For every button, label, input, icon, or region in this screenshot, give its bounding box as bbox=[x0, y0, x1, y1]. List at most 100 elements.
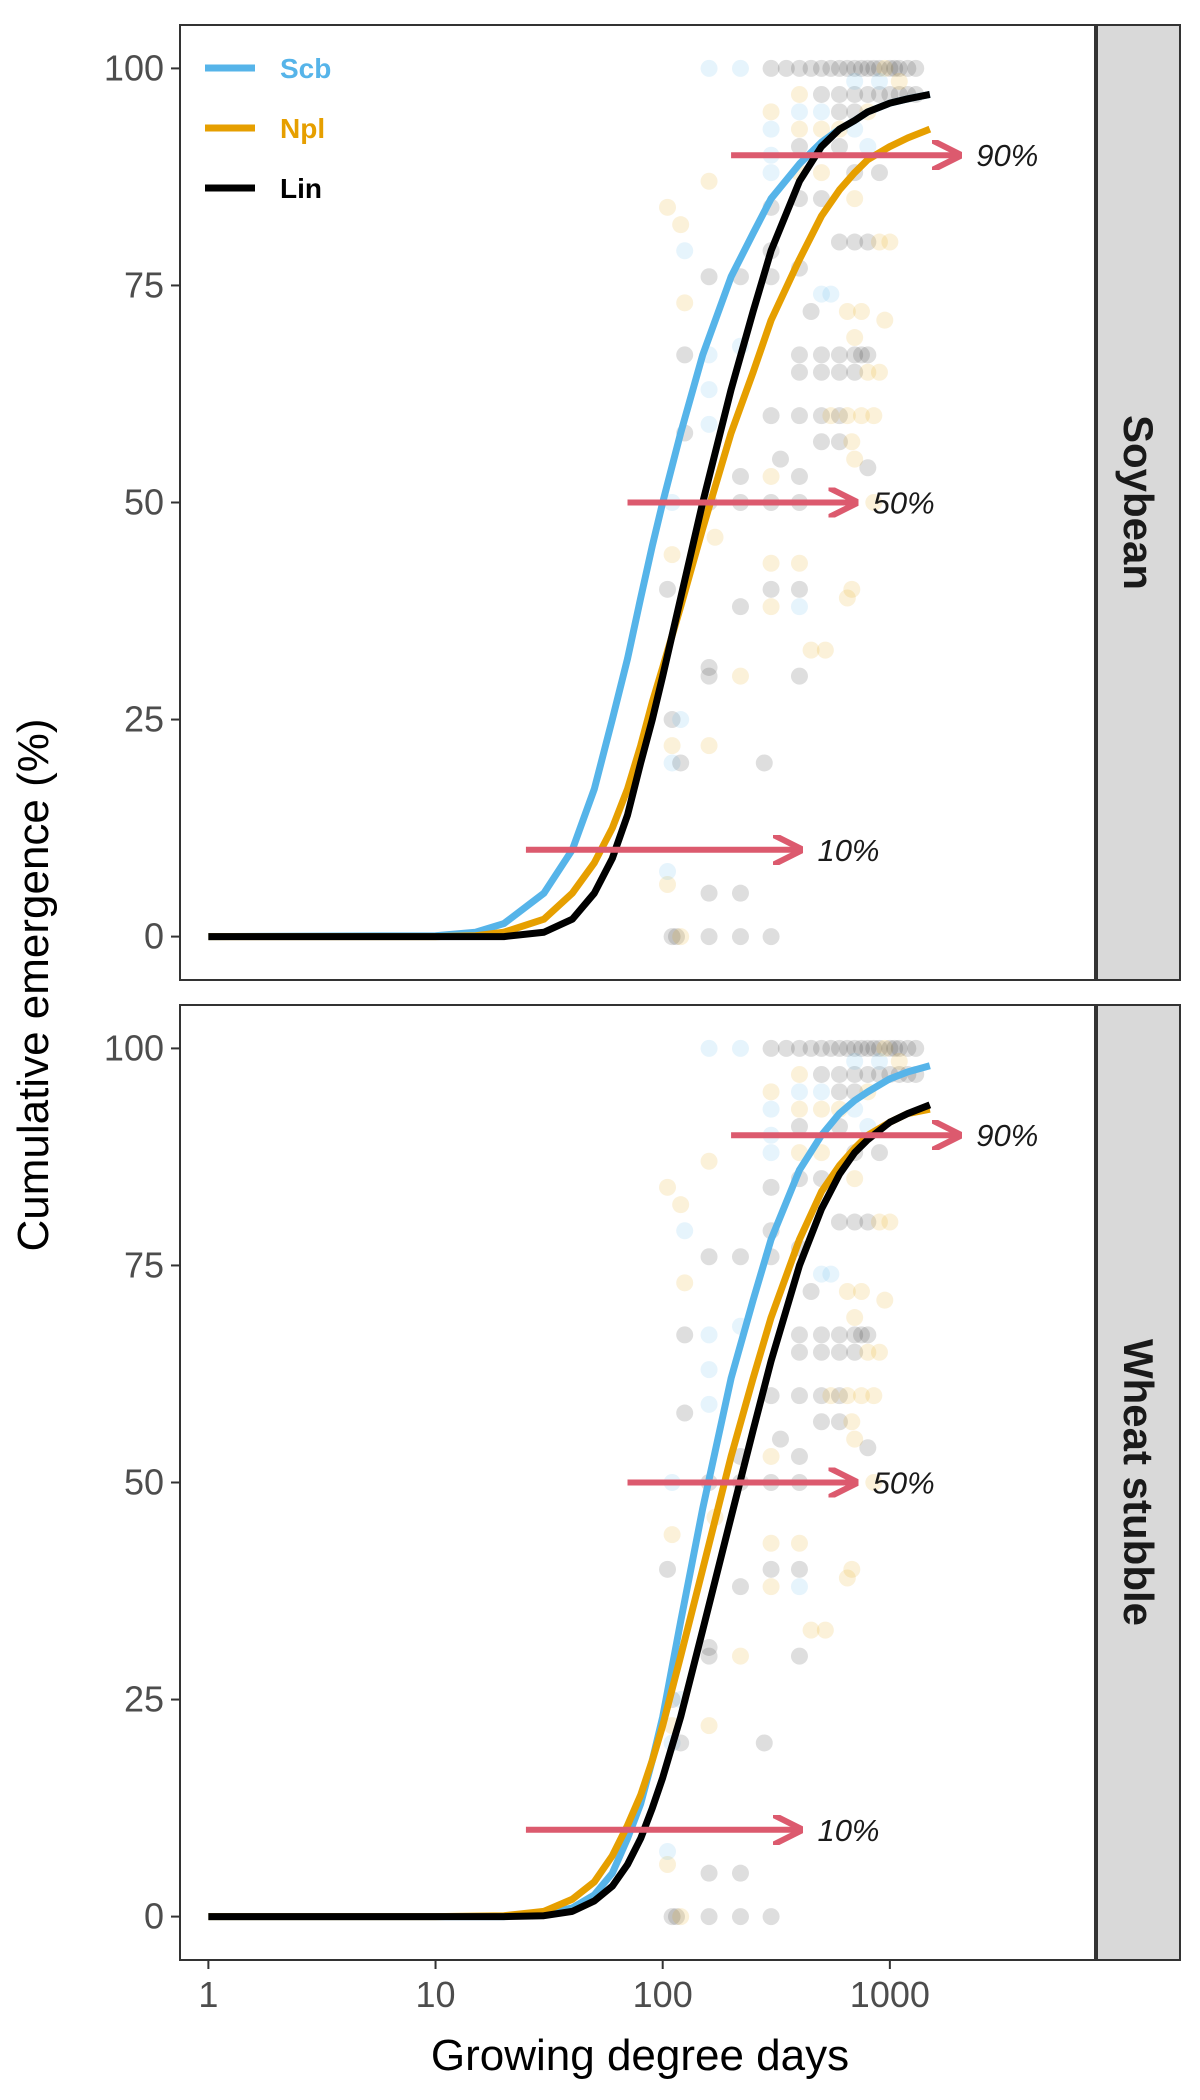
data-point bbox=[812, 190, 830, 208]
data-point bbox=[830, 59, 848, 77]
data-point bbox=[731, 1578, 749, 1596]
data-point bbox=[812, 433, 830, 451]
data-point bbox=[812, 407, 830, 425]
data-point bbox=[838, 59, 856, 77]
data-point bbox=[762, 554, 780, 572]
legend-label-scb: Scb bbox=[280, 53, 331, 84]
data-point bbox=[890, 1052, 908, 1070]
data-point bbox=[859, 59, 877, 77]
data-point bbox=[802, 303, 820, 320]
data-point bbox=[846, 1213, 864, 1231]
data-point bbox=[731, 59, 749, 77]
data-point bbox=[676, 1326, 694, 1344]
data-point bbox=[838, 1569, 856, 1587]
data-point bbox=[672, 1196, 690, 1214]
data-point bbox=[762, 1144, 780, 1162]
panel-0: 90% 50% 10% Soybean 0 25 50 75 100 Scb Npl Lin bbox=[104, 24, 1181, 981]
data-point bbox=[762, 580, 780, 598]
data-point bbox=[663, 1526, 681, 1544]
data-point bbox=[838, 1387, 856, 1405]
data-point bbox=[843, 1413, 861, 1431]
data-point bbox=[830, 1387, 848, 1405]
data-point bbox=[762, 1534, 780, 1552]
data-point bbox=[852, 346, 870, 364]
data-point bbox=[790, 467, 808, 485]
data-point bbox=[852, 59, 870, 77]
data-point bbox=[802, 1621, 820, 1639]
data-point bbox=[700, 1361, 718, 1379]
data-point bbox=[790, 554, 808, 572]
data-point bbox=[830, 103, 848, 121]
data-point bbox=[870, 1213, 888, 1231]
data-point bbox=[816, 641, 834, 659]
data-point bbox=[822, 407, 840, 425]
data-point bbox=[870, 85, 888, 103]
data-point bbox=[830, 233, 848, 251]
data-point bbox=[870, 164, 888, 182]
data-point bbox=[762, 1908, 780, 1926]
data-point bbox=[865, 1474, 883, 1491]
y-tick-label: 75 bbox=[124, 264, 164, 305]
data-point bbox=[843, 580, 861, 598]
data-point bbox=[859, 1065, 877, 1083]
data-point bbox=[846, 1430, 864, 1448]
data-point bbox=[790, 1447, 808, 1465]
data-point bbox=[830, 1039, 848, 1057]
data-point bbox=[790, 1387, 808, 1405]
data-point bbox=[890, 59, 908, 77]
data-point bbox=[700, 172, 718, 190]
data-point bbox=[777, 59, 795, 77]
data-point bbox=[890, 1039, 908, 1057]
data-point bbox=[812, 1039, 830, 1057]
data-point bbox=[852, 1283, 870, 1300]
data-point bbox=[790, 85, 808, 103]
data-point bbox=[676, 242, 694, 260]
data-point bbox=[859, 138, 877, 156]
data-point bbox=[802, 59, 820, 77]
strip-background bbox=[1096, 1004, 1181, 1961]
data-point bbox=[672, 711, 690, 729]
x-tick-label: 1000 bbox=[850, 1974, 930, 2015]
data-point bbox=[812, 346, 830, 364]
data-point bbox=[859, 1439, 877, 1457]
data-point bbox=[859, 233, 877, 251]
data-point bbox=[700, 1248, 718, 1266]
data-point bbox=[812, 1326, 830, 1344]
data-point bbox=[870, 363, 888, 381]
data-point bbox=[899, 1039, 917, 1057]
data-point bbox=[852, 1387, 870, 1405]
data-point bbox=[822, 59, 840, 77]
x-tick-label: 100 bbox=[633, 1974, 693, 2015]
data-point bbox=[672, 216, 690, 234]
strip-background bbox=[1096, 24, 1181, 981]
data-point bbox=[700, 884, 718, 902]
data-point bbox=[672, 928, 690, 946]
data-point bbox=[790, 598, 808, 616]
x-tick-label: 10 bbox=[416, 1974, 456, 2015]
data-point bbox=[846, 1170, 864, 1188]
data-point bbox=[876, 59, 894, 77]
data-point bbox=[812, 1100, 830, 1118]
data-point bbox=[659, 1560, 677, 1578]
y-axis-title: Cumulative emergence (%) bbox=[9, 718, 58, 1251]
data-point bbox=[822, 1265, 840, 1283]
data-point bbox=[700, 1395, 718, 1413]
data-point bbox=[762, 928, 780, 946]
data-point bbox=[886, 59, 904, 77]
data-point bbox=[663, 928, 681, 946]
data-point bbox=[700, 268, 718, 286]
data-point bbox=[852, 1326, 870, 1344]
data-point bbox=[812, 1343, 830, 1361]
strip-label: Soybean bbox=[1115, 415, 1162, 590]
data-point bbox=[812, 1387, 830, 1405]
data-point bbox=[672, 754, 690, 772]
x-axis: 1 10 100 1000 bbox=[198, 1960, 930, 2015]
data-point bbox=[876, 1039, 894, 1057]
data-point bbox=[790, 1065, 808, 1083]
y-tick-label: 100 bbox=[104, 47, 164, 88]
data-point bbox=[676, 1404, 694, 1422]
data-point bbox=[790, 1118, 808, 1136]
data-point bbox=[830, 1343, 848, 1361]
arrow-label: 50% bbox=[873, 486, 935, 521]
data-point bbox=[762, 120, 780, 138]
